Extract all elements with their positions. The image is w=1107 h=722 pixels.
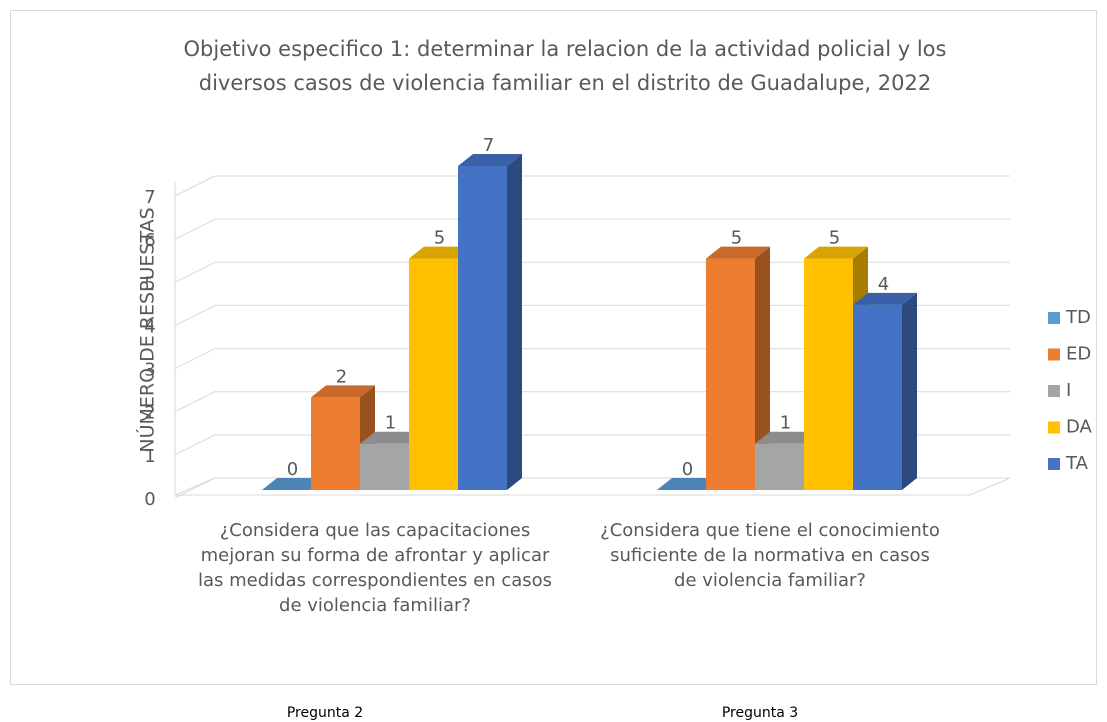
- legend-label: TD: [1065, 307, 1091, 328]
- y-tick-label: 1: [144, 446, 155, 467]
- y-tick-label: 7: [144, 187, 155, 208]
- x-tick-label: ¿Considera que las capacitaciones mejora…: [197, 520, 553, 616]
- footer-label: Pregunta 2: [287, 705, 363, 721]
- legend-swatch: [1048, 421, 1060, 434]
- bar-top: [262, 478, 326, 490]
- bar: [804, 258, 853, 490]
- value-label: 0: [287, 459, 298, 480]
- y-tick-label: 5: [144, 273, 155, 294]
- bar-top: [706, 246, 770, 259]
- y-tick-label: 0: [144, 489, 155, 510]
- bar-top: [657, 478, 721, 490]
- x-tick-label: ¿Considera que tiene el conocimiento suf…: [600, 520, 940, 591]
- y-tick-label: 2: [144, 403, 155, 424]
- bar: [311, 397, 360, 490]
- bar-top: [458, 154, 522, 166]
- grid-line: [174, 434, 216, 456]
- value-label: 1: [780, 413, 791, 434]
- bar-top: [853, 292, 917, 305]
- y-tick-label: 4: [144, 316, 155, 337]
- y-tick-label: 6: [144, 230, 155, 251]
- grid-line: [174, 304, 216, 326]
- floor-edge: [969, 477, 1011, 496]
- legend-swatch: [1048, 312, 1060, 324]
- bar-side: [755, 246, 770, 490]
- grid-line: [174, 477, 216, 499]
- grid-line: [174, 391, 216, 413]
- chart-title: Objetivo especifico 1: determinar la rel…: [184, 37, 947, 61]
- value-label: 2: [336, 366, 347, 387]
- bar: [755, 443, 804, 490]
- bar-top: [409, 246, 473, 259]
- legend-label: I: [1066, 380, 1071, 401]
- value-label: 4: [878, 274, 889, 295]
- bar-top: [311, 385, 375, 398]
- bar: [458, 166, 507, 490]
- y-axis-title: NÚMERO DE RESPUESTAS: [135, 207, 159, 452]
- bar-side: [902, 292, 917, 490]
- legend-swatch: [1048, 348, 1060, 361]
- value-label: 5: [434, 228, 445, 249]
- bar-top: [360, 431, 424, 444]
- value-label: 7: [483, 135, 494, 156]
- value-label: 5: [829, 228, 840, 249]
- bar-side: [507, 154, 522, 490]
- bar: [360, 443, 409, 490]
- bar-top: [804, 246, 868, 259]
- legend-label: ED: [1066, 344, 1091, 365]
- value-label: 1: [385, 413, 396, 434]
- bar: [853, 304, 902, 490]
- grid-line: [174, 218, 216, 240]
- chart-title: diversos casos de violencia familiar en …: [199, 71, 931, 95]
- footer-label: Pregunta 3: [722, 705, 798, 721]
- bar: [706, 258, 755, 490]
- grid-line: [174, 261, 216, 283]
- bar: [409, 258, 458, 490]
- legend-swatch: [1048, 458, 1060, 470]
- bar-top: [755, 431, 819, 444]
- value-label: 0: [682, 459, 693, 480]
- grid-line: [174, 348, 216, 370]
- value-label: 5: [731, 228, 742, 249]
- legend-swatch: [1048, 385, 1060, 397]
- y-tick-label: 3: [144, 360, 155, 381]
- legend-label: DA: [1066, 417, 1093, 438]
- grid-line: [174, 175, 216, 197]
- legend-label: TA: [1065, 453, 1089, 474]
